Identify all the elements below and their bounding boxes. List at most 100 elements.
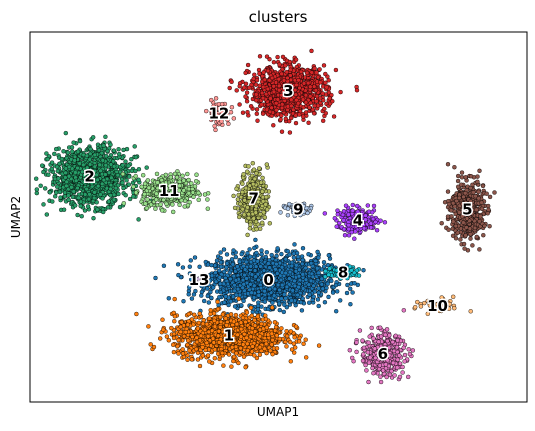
point-cluster-1 <box>231 358 236 364</box>
point-cluster-2 <box>57 189 63 195</box>
point-cluster-2 <box>127 196 133 202</box>
point-cluster-1 <box>252 329 258 334</box>
point-cluster-3 <box>279 105 285 111</box>
point-cluster-1 <box>189 317 195 322</box>
point-cluster-2 <box>101 177 107 183</box>
point-cluster-0 <box>316 255 321 260</box>
point-cluster-1 <box>293 324 299 329</box>
point-cluster-1 <box>257 352 263 357</box>
point-cluster-1 <box>231 354 237 359</box>
point-cluster-0 <box>231 248 236 253</box>
point-cluster-2 <box>34 176 39 181</box>
point-cluster-2 <box>77 138 83 144</box>
point-cluster-3 <box>293 120 299 126</box>
point-cluster-1 <box>268 348 273 353</box>
point-cluster-2 <box>126 163 131 168</box>
point-cluster-0 <box>279 251 284 257</box>
point-cluster-1 <box>291 341 296 346</box>
point-cluster-1 <box>200 353 206 358</box>
point-cluster-1 <box>243 365 248 370</box>
point-cluster-1 <box>194 346 199 352</box>
point-cluster-1 <box>178 324 183 330</box>
point-cluster-3 <box>253 82 259 87</box>
point-cluster-2 <box>34 190 39 196</box>
point-cluster-1 <box>151 344 157 350</box>
point-cluster-3 <box>260 111 266 116</box>
point-cluster-1 <box>238 326 244 332</box>
point-cluster-0 <box>287 269 293 275</box>
point-cluster-1 <box>277 336 282 342</box>
point-cluster-1 <box>257 345 263 350</box>
point-cluster-1 <box>264 341 269 346</box>
point-cluster-0 <box>300 245 306 251</box>
point-cluster-0 <box>311 294 316 299</box>
point-cluster-2 <box>66 174 72 179</box>
point-cluster-0 <box>324 285 329 291</box>
point-cluster-2 <box>63 130 69 136</box>
point-cluster-0 <box>253 237 258 243</box>
point-cluster-1 <box>259 321 264 327</box>
point-cluster-0 <box>335 289 340 294</box>
point-cluster-0 <box>281 309 286 315</box>
point-cluster-0 <box>289 263 294 269</box>
point-cluster-3 <box>245 109 250 115</box>
point-cluster-2 <box>78 203 83 209</box>
point-cluster-1 <box>269 331 274 336</box>
point-cluster-0 <box>245 250 250 256</box>
chart-title: clusters <box>249 8 308 26</box>
point-cluster-1 <box>172 296 177 302</box>
point-cluster-1 <box>234 321 240 327</box>
point-cluster-3 <box>234 88 239 93</box>
point-cluster-1 <box>264 325 269 330</box>
point-cluster-0 <box>283 296 288 301</box>
point-cluster-2 <box>53 194 58 199</box>
point-cluster-1 <box>288 329 293 334</box>
point-cluster-0 <box>348 302 353 307</box>
point-cluster-0 <box>275 271 280 276</box>
point-cluster-2 <box>109 175 114 181</box>
point-cluster-3 <box>277 62 282 67</box>
point-cluster-3 <box>257 54 263 59</box>
point-cluster-1 <box>284 329 289 334</box>
point-cluster-3 <box>301 81 307 86</box>
point-cluster-1 <box>234 351 239 356</box>
point-cluster-2 <box>111 197 117 202</box>
point-cluster-1 <box>288 339 293 345</box>
point-cluster-0 <box>321 260 327 265</box>
point-cluster-0 <box>330 290 336 295</box>
point-cluster-0 <box>325 281 330 286</box>
point-cluster-2 <box>136 177 141 183</box>
point-cluster-1 <box>189 357 195 362</box>
point-cluster-0 <box>251 258 257 263</box>
point-cluster-1 <box>240 342 246 347</box>
point-cluster-0 <box>203 282 208 287</box>
point-cluster-0 <box>249 290 254 295</box>
point-cluster-0 <box>241 298 246 304</box>
point-cluster-2 <box>101 143 106 148</box>
point-cluster-1 <box>238 334 244 339</box>
point-cluster-3 <box>237 83 242 89</box>
point-cluster-1 <box>200 321 206 326</box>
point-cluster-1 <box>179 320 184 325</box>
point-cluster-0 <box>187 264 193 269</box>
point-cluster-2 <box>94 172 99 178</box>
point-cluster-2 <box>54 190 59 195</box>
point-cluster-0 <box>240 285 245 290</box>
point-cluster-0 <box>274 261 279 267</box>
point-cluster-0 <box>322 300 328 305</box>
point-cluster-0 <box>228 299 234 304</box>
point-cluster-0 <box>264 250 269 255</box>
point-cluster-2 <box>105 205 111 210</box>
point-cluster-2 <box>47 190 53 195</box>
point-cluster-1 <box>171 310 177 316</box>
point-cluster-3 <box>312 66 317 71</box>
point-cluster-0 <box>307 292 312 297</box>
point-cluster-1 <box>266 332 271 337</box>
point-cluster-0 <box>287 276 292 281</box>
point-cluster-2 <box>92 152 98 158</box>
point-cluster-2 <box>69 185 74 190</box>
point-cluster-1 <box>270 352 275 357</box>
point-cluster-1 <box>176 337 181 343</box>
point-cluster-0 <box>315 249 320 255</box>
point-cluster-3 <box>322 106 327 112</box>
